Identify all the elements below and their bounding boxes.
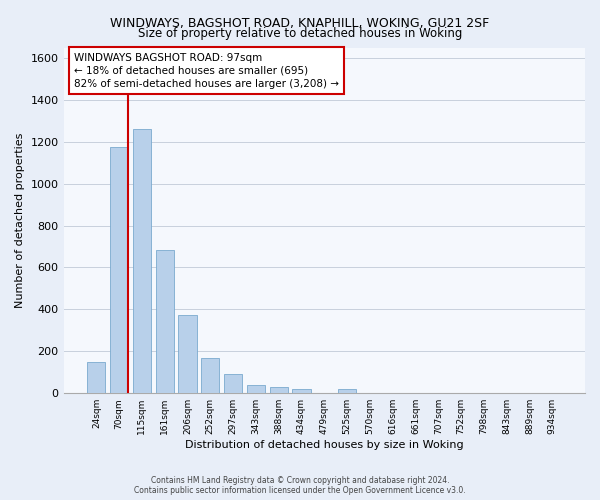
Bar [338, 390, 356, 393]
Bar [178, 314, 197, 393]
Bar [292, 389, 311, 393]
Text: Contains HM Land Registry data © Crown copyright and database right 2024.
Contai: Contains HM Land Registry data © Crown c… [134, 476, 466, 495]
Text: WINDWAYS BAGSHOT ROAD: 97sqm
← 18% of detached houses are smaller (695)
82% of s: WINDWAYS BAGSHOT ROAD: 97sqm ← 18% of de… [74, 52, 339, 89]
Bar [110, 147, 128, 393]
Bar [201, 358, 220, 393]
Bar [269, 388, 288, 393]
Text: Size of property relative to detached houses in Woking: Size of property relative to detached ho… [138, 28, 462, 40]
Text: WINDWAYS, BAGSHOT ROAD, KNAPHILL, WOKING, GU21 2SF: WINDWAYS, BAGSHOT ROAD, KNAPHILL, WOKING… [110, 18, 490, 30]
Bar [133, 129, 151, 393]
Y-axis label: Number of detached properties: Number of detached properties [15, 132, 25, 308]
Bar [155, 250, 174, 393]
Bar [224, 374, 242, 393]
Bar [87, 362, 106, 393]
Bar [247, 385, 265, 393]
X-axis label: Distribution of detached houses by size in Woking: Distribution of detached houses by size … [185, 440, 464, 450]
